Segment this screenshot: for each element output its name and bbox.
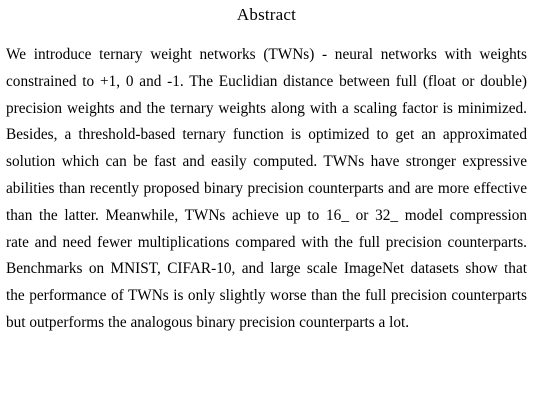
abstract-line: solution which can be fast and easily co…: [6, 153, 527, 171]
abstract-line: precision weights and the ternary weight…: [6, 99, 527, 117]
abstract-line: but outperforms the analogous binary pre…: [6, 313, 410, 331]
abstract-section: Abstract We introduce ternary weight net…: [6, 0, 527, 337]
abstract-line: constrained to +1, 0 and -1. The Euclidi…: [6, 72, 527, 90]
abstract-body: We introduce ternary weight networks (TW…: [6, 42, 527, 337]
abstract-heading: Abstract: [236, 5, 297, 24]
abstract-line: Besides, a threshold-based ternary funct…: [6, 126, 527, 144]
abstract-line: the performance of TWNs is only slightly…: [6, 287, 527, 305]
abstract-line: than the latter. Meanwhile, TWNs achieve…: [6, 206, 527, 224]
abstract-line: abilities than recently proposed binary …: [6, 179, 527, 197]
abstract-line: Benchmarks on MNIST, CIFAR-10, and large…: [6, 260, 527, 278]
abstract-line: We introduce ternary weight networks (TW…: [6, 46, 527, 63]
abstract-line: rate and need fewer multiplications comp…: [6, 233, 527, 251]
